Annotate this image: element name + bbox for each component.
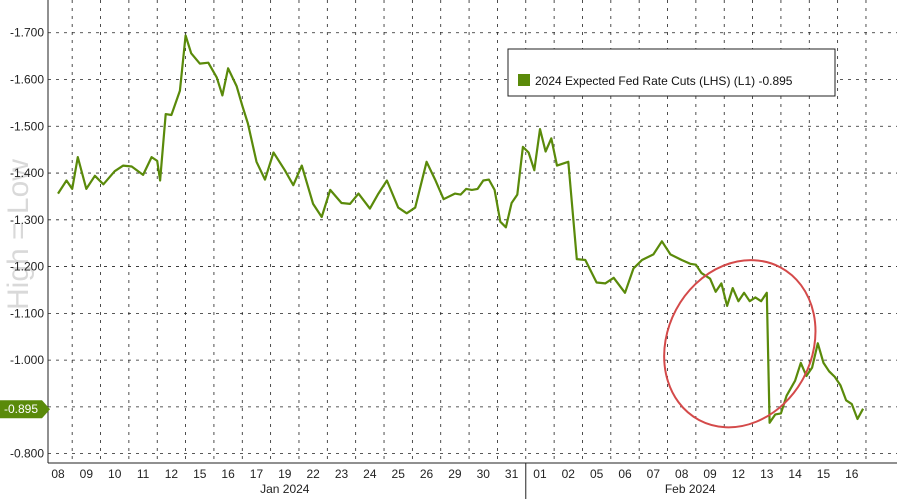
watermark: High = Low bbox=[2, 159, 35, 310]
y-tick-label: -1.400 bbox=[10, 166, 44, 180]
x-tick-label: 24 bbox=[363, 467, 377, 481]
x-tick-label: 30 bbox=[477, 467, 491, 481]
x-tick-label: 15 bbox=[817, 467, 831, 481]
x-tick-label: 09 bbox=[703, 467, 717, 481]
x-axis: 08 09 10 11 12 15 16 17 19 22 23 24 25 26 29 30 31 01 02 05… bbox=[48, 462, 897, 499]
y-tick-label: -0.800 bbox=[10, 447, 44, 461]
x-tick-label: 14 bbox=[788, 467, 802, 481]
x-tick-label: 17 bbox=[250, 467, 264, 481]
x-tick-label: 09 bbox=[80, 467, 94, 481]
legend-swatch bbox=[518, 74, 530, 86]
x-tick-label: 05 bbox=[590, 467, 604, 481]
x-tick-label: 10 bbox=[108, 467, 122, 481]
y-tick-label: -1.500 bbox=[10, 119, 44, 133]
grid bbox=[48, 0, 897, 463]
x-tick-label: 01 bbox=[533, 467, 547, 481]
legend-box bbox=[507, 48, 836, 97]
x-tick-label: 13 bbox=[760, 467, 774, 481]
x-tick-label: 23 bbox=[335, 467, 349, 481]
current-value-tag: -0.895 bbox=[0, 400, 50, 419]
current-value-label: -0.895 bbox=[4, 402, 38, 416]
current-value-tag-shape bbox=[0, 400, 50, 419]
x-tick-label: 15 bbox=[193, 467, 207, 481]
x-tick-label: 19 bbox=[278, 467, 292, 481]
x-tick-label: 26 bbox=[420, 467, 434, 481]
x-tick-label: 29 bbox=[448, 467, 462, 481]
highlight-ellipse bbox=[663, 259, 817, 429]
x-tick-label: 08 bbox=[675, 467, 689, 481]
month-label: Feb 2024 bbox=[665, 482, 716, 496]
legend-label: 2024 Expected Fed Rate Cuts (LHS) (L1) -… bbox=[535, 74, 793, 88]
y-tick-label: -1.700 bbox=[10, 26, 44, 40]
x-tick-label: 22 bbox=[306, 467, 320, 481]
y-tick-label: -1.300 bbox=[10, 213, 44, 227]
x-tick-label: 11 bbox=[137, 467, 150, 481]
series-line-fed-rate-cuts bbox=[57, 34, 865, 424]
x-tick-label: 07 bbox=[647, 467, 661, 481]
x-tick-label: 02 bbox=[562, 467, 576, 481]
y-tick-label: -1.600 bbox=[10, 73, 44, 87]
y-tick-label: -1.200 bbox=[10, 260, 44, 274]
legend: 2024 Expected Fed Rate Cuts (LHS) (L1) -… bbox=[507, 48, 836, 97]
y-tick-label: -1.100 bbox=[10, 306, 44, 320]
x-tick-label: 12 bbox=[165, 467, 179, 481]
x-tick-label: 25 bbox=[392, 467, 406, 481]
x-tick-label: 12 bbox=[732, 467, 746, 481]
month-label: Jan 2024 bbox=[260, 482, 310, 496]
x-tick-label: 31 bbox=[505, 467, 519, 481]
x-tick-label: 06 bbox=[618, 467, 632, 481]
x-tick-label: 16 bbox=[845, 467, 859, 481]
x-tick-label: 16 bbox=[221, 467, 235, 481]
y-tick-label: -1.000 bbox=[10, 353, 44, 367]
x-tick-label: 08 bbox=[51, 467, 65, 481]
